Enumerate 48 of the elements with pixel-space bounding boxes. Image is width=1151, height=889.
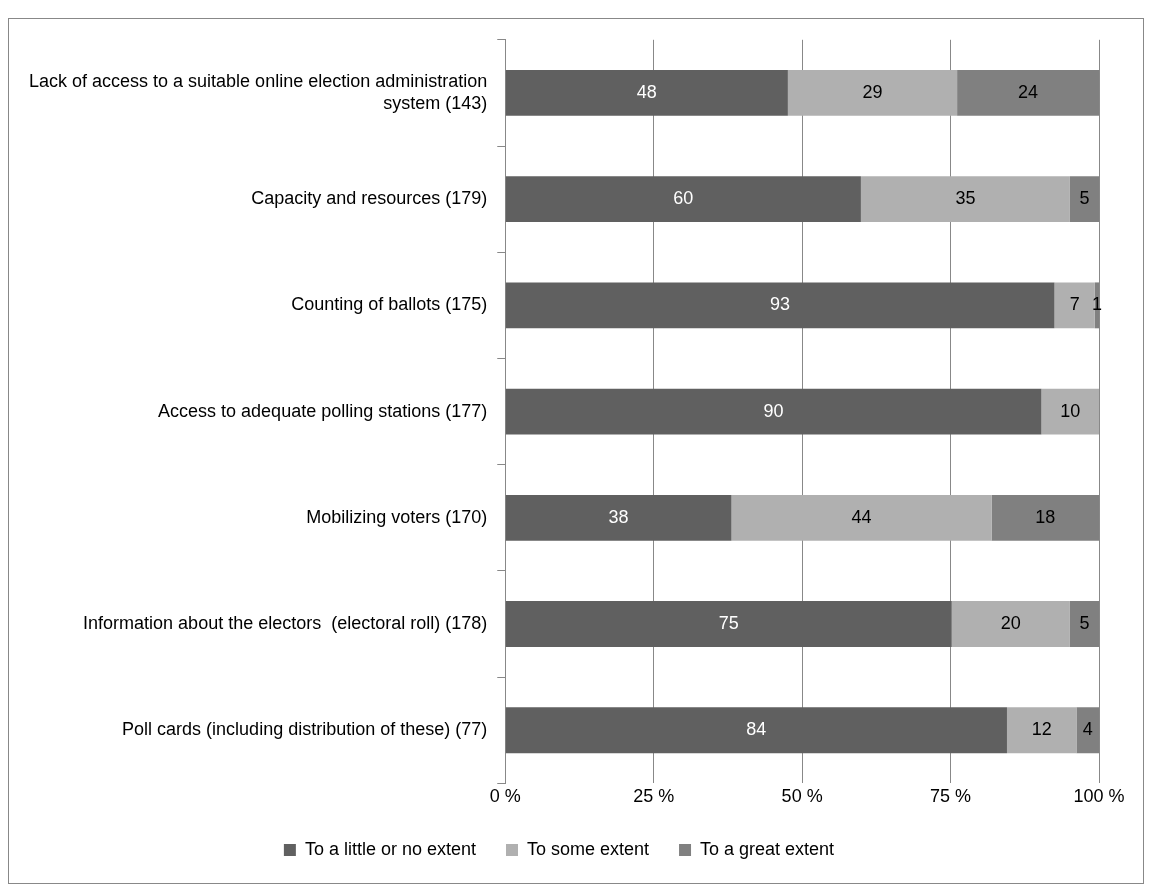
- bar: [505, 494, 732, 541]
- data-label: 4: [1082, 719, 1093, 740]
- y-tick-label: Capacity and resources (179): [251, 188, 488, 209]
- data-label: 5: [1079, 613, 1090, 634]
- legend-label: To a little or no extent: [304, 838, 476, 859]
- bar: [860, 176, 1070, 223]
- data-label: 18: [1035, 506, 1056, 527]
- x-tick-label: 0 %: [489, 786, 521, 807]
- bar: [505, 707, 1007, 754]
- x-tick-label: 50 %: [781, 786, 823, 807]
- data-label: 12: [1031, 719, 1052, 740]
- bar: [1041, 388, 1099, 435]
- data-label: 44: [851, 506, 872, 527]
- data-label: 75: [718, 613, 739, 634]
- data-label: 84: [746, 719, 767, 740]
- data-label: 35: [955, 188, 976, 209]
- data-label: 93: [770, 294, 791, 315]
- y-tick-label: Mobilizing voters (170): [306, 506, 488, 527]
- x-tick-label: 25 %: [633, 786, 675, 807]
- y-tick-label: Counting of ballots (175): [291, 294, 488, 315]
- data-label: 38: [608, 506, 629, 527]
- bar: [787, 69, 958, 116]
- bar: [505, 388, 1042, 435]
- data-label: 90: [763, 400, 784, 421]
- data-label: 7: [1069, 294, 1080, 315]
- y-tick-label: Lack of access to a suitable online election administration system (143): [29, 71, 488, 113]
- data-label: 24: [1018, 81, 1039, 102]
- bar: [505, 282, 1055, 329]
- bar: [505, 176, 861, 223]
- data-label: 60: [673, 188, 694, 209]
- bar: [1054, 282, 1095, 329]
- bar: [1006, 707, 1077, 754]
- data-label: 10: [1060, 400, 1081, 421]
- y-tick-label: Poll cards (including distribution of these) (77): [122, 719, 488, 740]
- data-label: 20: [1000, 613, 1021, 634]
- bar: [505, 601, 952, 647]
- legend-label: To a great extent: [700, 838, 835, 859]
- bar: [505, 69, 788, 116]
- bar: [731, 494, 992, 541]
- legend-label: To some extent: [526, 838, 650, 859]
- x-tick-label: 100 %: [1073, 786, 1125, 807]
- y-tick-label: Access to adequate polling stations (177): [158, 400, 488, 421]
- data-label: 48: [636, 81, 657, 102]
- data-label: 29: [862, 81, 883, 102]
- data-label: 5: [1079, 188, 1090, 209]
- y-tick-label: Information about the electors (electoral roll) (178): [83, 613, 488, 634]
- x-tick-label: 75 %: [930, 786, 972, 807]
- bar: [951, 601, 1070, 647]
